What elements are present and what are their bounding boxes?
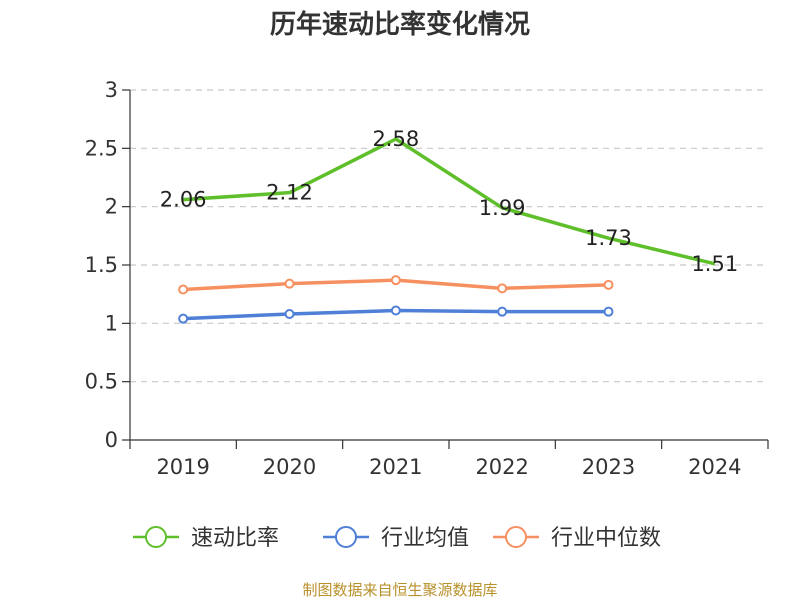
data-point (284, 278, 295, 289)
legend-item[interactable]: 行业中位数 (493, 526, 661, 551)
y-tick-label: 1.5 (85, 253, 118, 277)
x-tick-label: 2021 (369, 455, 422, 479)
y-tick-label: 2 (105, 195, 118, 219)
data-point (497, 306, 508, 317)
legend-label: 行业中位数 (551, 526, 661, 551)
data-label: 2.12 (266, 181, 313, 205)
data-label: 1.99 (479, 196, 526, 220)
legend-marker (335, 526, 357, 548)
y-tick-label: 1 (105, 311, 118, 335)
data-label: 1.51 (691, 252, 738, 276)
x-tick-label: 2024 (688, 455, 741, 479)
data-source-note: 制图数据来自恒生聚源数据库 (302, 581, 497, 599)
x-tick-label: 2022 (475, 455, 528, 479)
x-tick-label: 2019 (156, 455, 209, 479)
data-point (603, 306, 614, 317)
y-tick-label: 0 (105, 428, 118, 452)
data-label: 2.58 (372, 127, 419, 151)
data-point (497, 283, 508, 294)
chart-title: 历年速动比率变化情况 (270, 9, 530, 40)
legend-label: 速动比率 (191, 526, 279, 551)
legend-item[interactable]: 速动比率 (133, 526, 279, 551)
legend-label: 行业均值 (381, 526, 469, 551)
data-point (390, 305, 401, 316)
x-tick-label: 2020 (263, 455, 316, 479)
x-tick-label: 2023 (582, 455, 635, 479)
data-point (178, 313, 189, 324)
y-tick-label: 3 (105, 78, 118, 102)
data-point (284, 309, 295, 319)
legend-marker (505, 526, 527, 548)
series-line (183, 137, 716, 266)
data-label: 1.73 (585, 226, 632, 250)
data-point (178, 284, 189, 295)
y-tick-label: 0.5 (85, 370, 118, 394)
data-point (603, 279, 614, 290)
legend-marker (145, 526, 167, 548)
y-tick-label: 2.5 (85, 136, 118, 160)
data-point (390, 275, 401, 286)
data-label: 2.06 (160, 188, 207, 212)
legend-item[interactable]: 行业均值 (323, 526, 469, 551)
